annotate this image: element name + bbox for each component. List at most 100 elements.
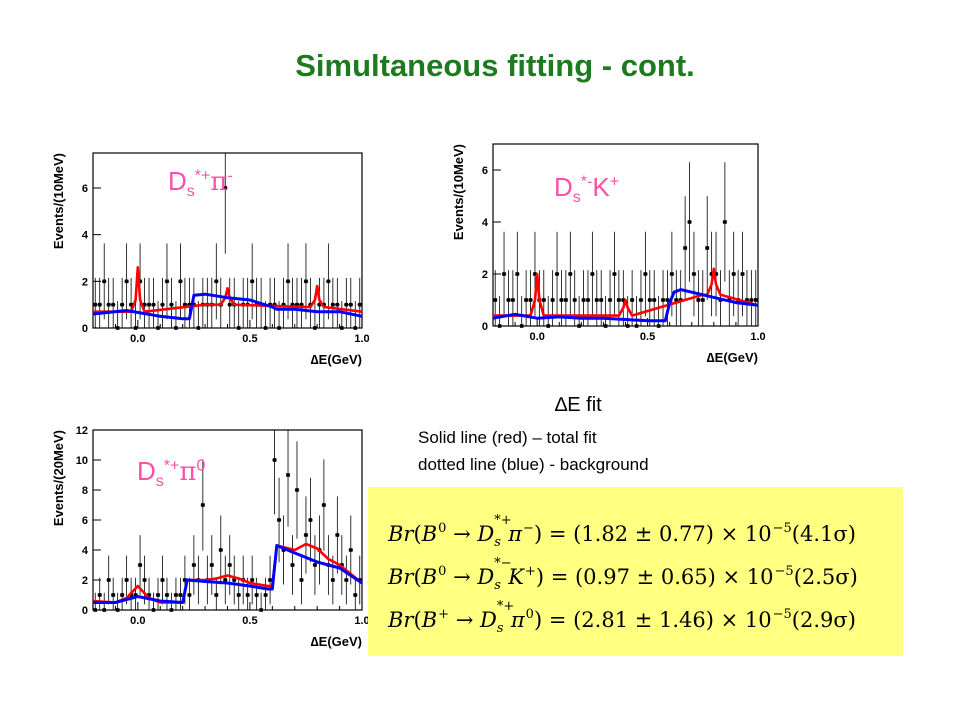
data-point [335, 302, 340, 307]
data-point [577, 324, 581, 328]
y-tick-label: 10 [76, 455, 88, 467]
data-point [546, 324, 551, 328]
data-point [201, 503, 205, 507]
data-point [348, 302, 353, 307]
data-point [524, 298, 528, 302]
data-point [210, 563, 214, 567]
data-point [174, 593, 178, 597]
data-point [151, 302, 156, 307]
data-point [515, 272, 520, 276]
fit-note-red: Solid line (red) – total fit [418, 428, 597, 447]
result-eq-3: Br(B+ → D *+ s π0) = (2.81 ± 1.46) × 10−5(2… [388, 599, 856, 636]
data-point [661, 298, 665, 302]
data-point [564, 298, 568, 302]
fit-curve [493, 267, 759, 317]
data-point [630, 298, 634, 302]
data-point [331, 302, 335, 307]
data-point [281, 548, 286, 552]
data-point [111, 302, 115, 307]
x-tick-label: 0.0 [130, 333, 145, 345]
result-eq-1: Br(B0 → D *+ s π−) = (1.82 ± 0.77) × 10−5(4… [388, 513, 856, 550]
data-point [263, 326, 268, 330]
data-point [493, 298, 498, 302]
data-point [299, 302, 304, 307]
data-point [232, 578, 237, 582]
data-point [625, 324, 630, 328]
data-point [647, 298, 652, 302]
data-point [147, 593, 151, 597]
fit-curve [93, 266, 363, 313]
data-point [227, 563, 232, 567]
data-point [160, 578, 165, 582]
data-point [639, 298, 643, 302]
data-point [174, 326, 178, 330]
data-point [214, 279, 219, 284]
data-point [272, 302, 277, 307]
data-point [696, 298, 701, 302]
data-point [308, 518, 313, 522]
data-point [268, 578, 272, 582]
data-point [151, 608, 156, 612]
data-point [142, 302, 147, 307]
data-point [740, 272, 745, 276]
y-tick-label: 2 [82, 575, 88, 587]
data-point [142, 578, 147, 582]
y-tick-label: 6 [482, 165, 488, 177]
data-point [652, 298, 657, 302]
data-point [541, 298, 546, 302]
data-point [165, 279, 169, 284]
data-point [687, 220, 692, 224]
data-point [102, 608, 107, 612]
data-point [250, 578, 254, 582]
data-point [683, 246, 687, 250]
panel-label-ds-pi0: Ds*+π0 [137, 456, 206, 491]
data-point [617, 298, 621, 302]
data-point [572, 298, 577, 302]
data-point [497, 324, 502, 328]
x-tick-label: 1.0 [750, 331, 765, 343]
data-point [165, 593, 169, 597]
y-tick-label: 6 [82, 183, 88, 195]
y-tick-label: 2 [82, 276, 88, 288]
data-point [612, 272, 617, 276]
data-point [147, 302, 151, 307]
data-point [178, 593, 183, 597]
data-point [236, 326, 241, 330]
data-point [700, 298, 705, 302]
data-point [299, 578, 304, 582]
data-point [124, 279, 129, 284]
data-point [124, 578, 129, 582]
data-point [313, 563, 317, 567]
data-point [290, 563, 295, 567]
data-point [102, 279, 107, 284]
fit-curve [92, 542, 363, 604]
y-tick-label: 0 [82, 323, 88, 335]
plot-ds-pi0: 0.0 0.5 1.0 0 2 4 6 8 10 12 ∆E(GeV) Events/(20MeV) … [40, 418, 370, 658]
data-point [214, 593, 219, 597]
data-point [93, 608, 98, 612]
data-point [335, 533, 340, 537]
data-point [115, 326, 120, 330]
data-point [340, 326, 344, 330]
panel-label-ds-pi: Ds*+π- [168, 166, 233, 201]
data-point [138, 563, 142, 567]
x-tick-label: 1.0 [354, 615, 369, 627]
data-point [559, 298, 564, 302]
data-point [621, 298, 626, 302]
plot-ds-pi-svg: 0.0 0.5 1.0 0 2 4 6 ∆E(GeV) Events/(10MeV) [51, 152, 370, 367]
data-point [97, 302, 102, 307]
data-point [586, 298, 590, 302]
y-tick-label: 8 [82, 485, 88, 497]
data-point [357, 302, 362, 307]
x-tick-label: 1.0 [354, 333, 369, 345]
result-eq-2: Br(B0 → D *− s K+) = (0.97 ± 0.65) × 10−5(2… [388, 556, 858, 593]
data-point [313, 326, 317, 330]
data-point [511, 298, 515, 302]
data-point [568, 272, 573, 276]
data-point [705, 246, 710, 250]
data-point [348, 548, 353, 552]
data-point [533, 272, 537, 276]
x-axis-label: ∆E(GeV) [311, 634, 362, 649]
data-point [590, 272, 595, 276]
data-point [192, 302, 196, 307]
